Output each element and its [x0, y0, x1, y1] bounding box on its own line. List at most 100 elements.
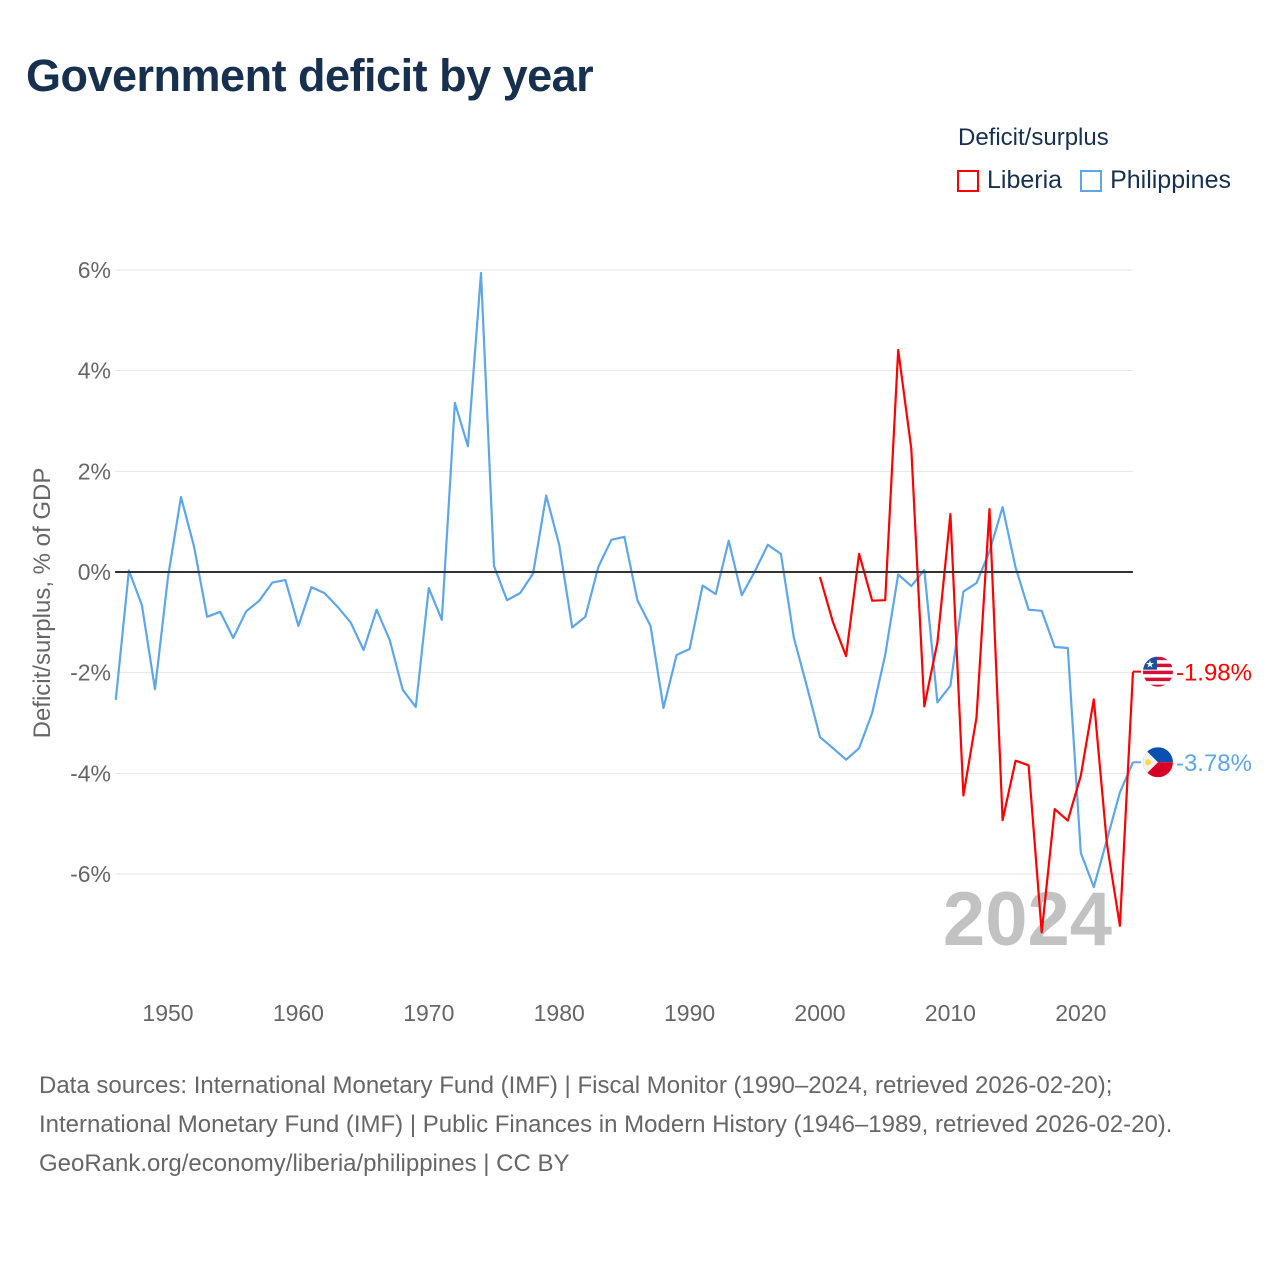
- data-point-philippines[interactable]: [660, 704, 668, 712]
- credit-link[interactable]: GeoRank.org/economy/liberia/philippines …: [39, 1150, 570, 1177]
- data-point-philippines[interactable]: [1038, 607, 1046, 615]
- data-point-philippines[interactable]: [268, 579, 276, 587]
- data-point-liberia[interactable]: [972, 713, 980, 721]
- data-point-philippines[interactable]: [1090, 883, 1098, 891]
- data-point-liberia[interactable]: [1077, 772, 1085, 780]
- data-point-philippines[interactable]: [868, 709, 876, 717]
- data-point-liberia[interactable]: [868, 597, 876, 605]
- data-point-philippines[interactable]: [399, 686, 407, 694]
- data-point-philippines[interactable]: [842, 756, 850, 764]
- data-point-philippines[interactable]: [125, 566, 133, 574]
- data-point-philippines[interactable]: [907, 582, 915, 590]
- data-point-liberia[interactable]: [1103, 840, 1111, 848]
- data-point-philippines[interactable]: [1064, 644, 1072, 652]
- data-point-philippines[interactable]: [255, 597, 263, 605]
- data-point-liberia[interactable]: [1051, 805, 1059, 813]
- data-point-philippines[interactable]: [281, 576, 289, 584]
- data-point-philippines[interactable]: [464, 442, 472, 450]
- data-point-philippines[interactable]: [307, 583, 315, 591]
- data-point-philippines[interactable]: [177, 493, 185, 501]
- data-point-philippines[interactable]: [516, 589, 524, 597]
- data-point-philippines[interactable]: [138, 601, 146, 609]
- data-point-philippines[interactable]: [112, 696, 120, 704]
- data-point-philippines[interactable]: [712, 590, 720, 598]
- data-point-liberia[interactable]: [1012, 757, 1020, 765]
- data-point-liberia[interactable]: [829, 618, 837, 626]
- data-point-liberia[interactable]: [842, 652, 850, 660]
- data-point-philippines[interactable]: [1025, 606, 1033, 614]
- data-point-philippines[interactable]: [151, 685, 159, 693]
- data-point-philippines[interactable]: [777, 550, 785, 558]
- data-point-philippines[interactable]: [686, 645, 694, 653]
- data-point-philippines[interactable]: [203, 613, 211, 621]
- data-point-philippines[interactable]: [972, 579, 980, 587]
- data-point-philippines[interactable]: [881, 651, 889, 659]
- legend-item-liberia[interactable]: Liberia: [957, 166, 1062, 195]
- data-point-philippines[interactable]: [503, 596, 511, 604]
- data-point-philippines[interactable]: [699, 582, 707, 590]
- data-point-philippines[interactable]: [529, 570, 537, 578]
- data-point-philippines[interactable]: [373, 606, 381, 614]
- data-point-philippines[interactable]: [477, 269, 485, 277]
- data-point-liberia[interactable]: [959, 791, 967, 799]
- data-point-philippines[interactable]: [1116, 788, 1124, 796]
- data-point-liberia[interactable]: [1090, 695, 1098, 703]
- data-point-liberia[interactable]: [1116, 922, 1124, 930]
- data-point-liberia[interactable]: [894, 346, 902, 354]
- data-point-philippines[interactable]: [320, 589, 328, 597]
- data-point-philippines[interactable]: [646, 622, 654, 630]
- data-point-philippines[interactable]: [347, 618, 355, 626]
- data-point-philippines[interactable]: [673, 651, 681, 659]
- data-point-philippines[interactable]: [490, 562, 498, 570]
- data-point-philippines[interactable]: [568, 623, 576, 631]
- data-point-liberia[interactable]: [881, 596, 889, 604]
- data-point-liberia[interactable]: [1064, 817, 1072, 825]
- data-point-philippines[interactable]: [607, 536, 615, 544]
- data-point-liberia[interactable]: [816, 573, 824, 581]
- data-point-liberia[interactable]: [920, 702, 928, 710]
- data-point-philippines[interactable]: [334, 603, 342, 611]
- data-point-philippines[interactable]: [764, 541, 772, 549]
- data-point-philippines[interactable]: [959, 588, 967, 596]
- data-point-philippines[interactable]: [229, 634, 237, 642]
- data-point-philippines[interactable]: [738, 591, 746, 599]
- data-point-philippines[interactable]: [1077, 849, 1085, 857]
- data-point-philippines[interactable]: [581, 613, 589, 621]
- data-point-philippines[interactable]: [725, 537, 733, 545]
- data-point-liberia[interactable]: [855, 550, 863, 558]
- data-point-philippines[interactable]: [829, 744, 837, 752]
- data-point-philippines[interactable]: [242, 607, 250, 615]
- data-point-philippines[interactable]: [999, 503, 1007, 511]
- data-point-liberia[interactable]: [907, 445, 915, 453]
- data-point-philippines[interactable]: [946, 682, 954, 690]
- data-point-philippines[interactable]: [803, 683, 811, 691]
- legend-item-philippines[interactable]: Philippines: [1080, 166, 1231, 195]
- data-point-philippines[interactable]: [594, 563, 602, 571]
- data-point-philippines[interactable]: [633, 596, 641, 604]
- data-point-philippines[interactable]: [790, 634, 798, 642]
- data-point-liberia[interactable]: [1025, 761, 1033, 769]
- data-point-liberia[interactable]: [986, 505, 994, 513]
- data-point-philippines[interactable]: [933, 698, 941, 706]
- data-point-philippines[interactable]: [451, 399, 459, 407]
- data-point-liberia[interactable]: [1038, 928, 1046, 936]
- data-point-philippines[interactable]: [855, 744, 863, 752]
- data-point-philippines[interactable]: [164, 573, 172, 581]
- data-point-philippines[interactable]: [190, 543, 198, 551]
- data-point-philippines[interactable]: [1051, 643, 1059, 651]
- data-point-philippines[interactable]: [542, 491, 550, 499]
- data-point-philippines[interactable]: [216, 608, 224, 616]
- data-point-philippines[interactable]: [412, 703, 420, 711]
- data-point-philippines[interactable]: [555, 541, 563, 549]
- data-point-philippines[interactable]: [294, 622, 302, 630]
- data-point-philippines[interactable]: [1012, 563, 1020, 571]
- data-point-philippines[interactable]: [386, 636, 394, 644]
- data-point-philippines[interactable]: [438, 616, 446, 624]
- data-point-philippines[interactable]: [425, 584, 433, 592]
- data-point-liberia[interactable]: [933, 638, 941, 646]
- data-point-philippines[interactable]: [816, 733, 824, 741]
- data-point-philippines[interactable]: [360, 646, 368, 654]
- data-point-liberia[interactable]: [999, 816, 1007, 824]
- data-point-philippines[interactable]: [620, 533, 628, 541]
- data-point-liberia[interactable]: [946, 510, 954, 518]
